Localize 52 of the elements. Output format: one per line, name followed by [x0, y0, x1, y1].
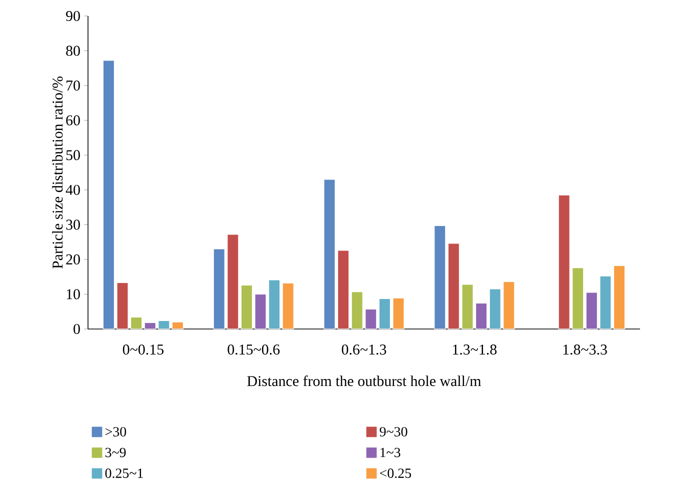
bar: [558, 194, 570, 330]
bar: [503, 281, 515, 330]
bar: [337, 250, 350, 330]
x-axis-title: Distance from the outburst hole wall/m: [247, 376, 482, 386]
bar: [324, 179, 336, 330]
bar: [586, 292, 598, 330]
bar: [365, 308, 377, 330]
bar: [172, 322, 184, 330]
bar: [130, 316, 142, 330]
bar: [572, 267, 584, 330]
y-tick-label: 0: [74, 324, 80, 334]
y-tick-label: 60: [66, 115, 80, 126]
bar: [213, 248, 225, 330]
x-tick-label: 1.3~1.8: [453, 344, 497, 355]
y-tick-label: 80: [66, 46, 80, 56]
y-tick-label: 50: [66, 150, 80, 160]
bar: [434, 225, 446, 330]
bar: [613, 265, 626, 330]
y-tick-label: 30: [66, 220, 80, 230]
legend-label: 9~30: [380, 427, 408, 436]
bar: [268, 280, 280, 330]
y-axis-title: Particle size distribution ratio/%: [52, 76, 63, 269]
bar: [227, 234, 239, 330]
bar: [462, 284, 474, 330]
x-tick-label: 0.6~1.3: [342, 344, 386, 355]
legend-label: <0.25: [380, 468, 412, 478]
bar: [102, 60, 115, 330]
legend-label: 1~3: [380, 448, 400, 458]
x-tick-label: 0~0.15: [122, 344, 164, 355]
y-tick-label: 90: [66, 10, 80, 22]
bar: [378, 298, 391, 330]
y-tick-label: 20: [66, 254, 80, 264]
y-tick-label: 40: [66, 184, 80, 195]
bar: [475, 302, 488, 330]
bar: [392, 298, 404, 330]
x-tick-label: 0.15~0.6: [228, 344, 280, 355]
x-tick-label: 1.8~3.3: [563, 344, 607, 355]
bar: [254, 294, 266, 330]
bar: [351, 291, 363, 330]
bar: [489, 288, 501, 330]
bar: [448, 243, 460, 330]
bar: [600, 276, 612, 330]
bar: [240, 284, 253, 330]
y-tick-label: 10: [66, 289, 80, 300]
bar: [158, 320, 170, 330]
bar: [116, 282, 128, 330]
bar: [282, 282, 294, 330]
legend-label: 0.25~1: [105, 468, 143, 478]
y-tick-label: 70: [66, 80, 80, 91]
bar: [144, 322, 156, 330]
legend-label: >30: [105, 427, 126, 436]
legend-label: 3~9: [105, 448, 126, 458]
